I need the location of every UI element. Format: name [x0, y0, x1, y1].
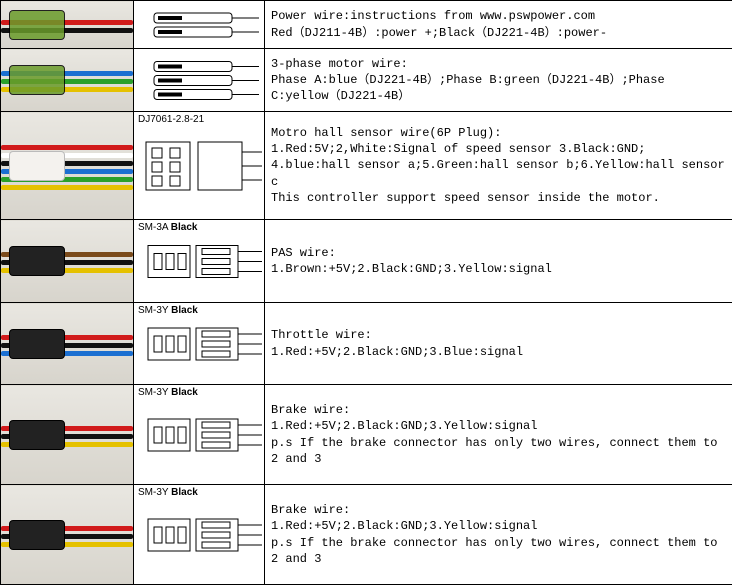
- connector-diagram: SM-3Y Black: [134, 385, 265, 485]
- table-row: SM-3Y Black Brake wire: 1.Red:+5V;2.Blac…: [1, 485, 732, 585]
- connector-diagram-icon: [134, 220, 265, 303]
- connector-body-icon: [9, 420, 65, 450]
- connector-body-icon: [9, 151, 65, 181]
- connector-diagram: DJ7061-2.8-21: [134, 112, 265, 220]
- connector-photo: [1, 485, 134, 585]
- connector-description: Throttle wire: 1.Red:+5V;2.Black:GND;3.B…: [265, 303, 732, 385]
- connector-photo: [1, 112, 134, 220]
- connector-body-icon: [9, 65, 65, 95]
- table-row: SM-3A Black PAS wire: 1.Brown:+5V;2.Blac…: [1, 220, 732, 303]
- connector-photo: [1, 385, 134, 485]
- connector-body-icon: [9, 10, 65, 40]
- connector-photo: [1, 303, 134, 385]
- connector-diagram-icon: [134, 485, 265, 585]
- connector-description: Brake wire: 1.Red:+5V;2.Black:GND;3.Yell…: [265, 485, 732, 585]
- table-row: DJ7061-2.8-21 Motro hall sensor wire(6P …: [1, 112, 732, 220]
- connector-photo: [1, 49, 134, 112]
- connector-photo: [1, 1, 134, 49]
- connector-body-icon: [9, 246, 65, 276]
- connector-diagram: [134, 49, 265, 112]
- table-row: SM-3Y Black Brake wire: 1.Red:+5V;2.Blac…: [1, 385, 732, 485]
- connector-body-icon: [9, 520, 65, 550]
- connector-diagram-icon: [134, 303, 265, 385]
- connector-description: Brake wire: 1.Red:+5V;2.Black:GND;3.Yell…: [265, 385, 732, 485]
- connector-table: Power wire:instructions from www.pswpowe…: [0, 0, 732, 585]
- connector-photo: [1, 220, 134, 303]
- connector-diagram: SM-3Y Black: [134, 485, 265, 585]
- connector-diagram: SM-3Y Black: [134, 303, 265, 385]
- connector-description: Power wire:instructions from www.pswpowe…: [265, 1, 732, 49]
- connector-diagram-icon: [134, 112, 265, 220]
- connector-diagram-icon: [134, 385, 265, 485]
- connector-description: 3-phase motor wire: Phase A:blue（DJ221-4…: [265, 49, 732, 112]
- table-row: SM-3Y Black Throttle wire: 1.Red:+5V;2.B…: [1, 303, 732, 385]
- connector-diagram: SM-3A Black: [134, 220, 265, 303]
- connector-diagram-icon: [134, 1, 265, 49]
- connector-body-icon: [9, 329, 65, 359]
- connector-diagram-icon: [134, 49, 265, 112]
- table-row: 3-phase motor wire: Phase A:blue（DJ221-4…: [1, 49, 732, 112]
- connector-diagram: [134, 1, 265, 49]
- table-row: Power wire:instructions from www.pswpowe…: [1, 1, 732, 49]
- connector-description: Motro hall sensor wire(6P Plug): 1.Red:5…: [265, 112, 732, 220]
- connector-description: PAS wire: 1.Brown:+5V;2.Black:GND;3.Yell…: [265, 220, 732, 303]
